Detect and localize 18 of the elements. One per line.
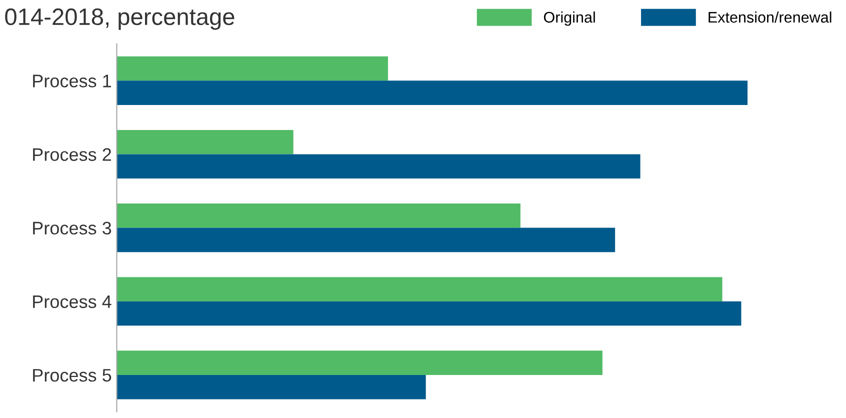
bar bbox=[116, 154, 640, 179]
bar bbox=[116, 374, 426, 400]
legend-label: Extension/renewal bbox=[708, 11, 832, 23]
bar bbox=[116, 277, 722, 302]
chart-title: 014-2018, percentage bbox=[5, 8, 234, 30]
y-tick-label: Process 5 bbox=[33, 369, 112, 382]
y-tick-label: Process 1 bbox=[33, 74, 112, 88]
bar bbox=[116, 228, 616, 252]
legend-label: Original bbox=[544, 11, 595, 26]
y-tick-label: Process 4 bbox=[33, 296, 112, 308]
y-tick-label: Process 2 bbox=[33, 148, 111, 161]
bar bbox=[116, 204, 520, 228]
bar bbox=[116, 80, 748, 105]
bar bbox=[116, 350, 602, 375]
bar bbox=[116, 301, 742, 326]
bar bbox=[116, 130, 294, 154]
y-tick-label: Process 3 bbox=[33, 222, 112, 235]
bar bbox=[116, 56, 388, 81]
